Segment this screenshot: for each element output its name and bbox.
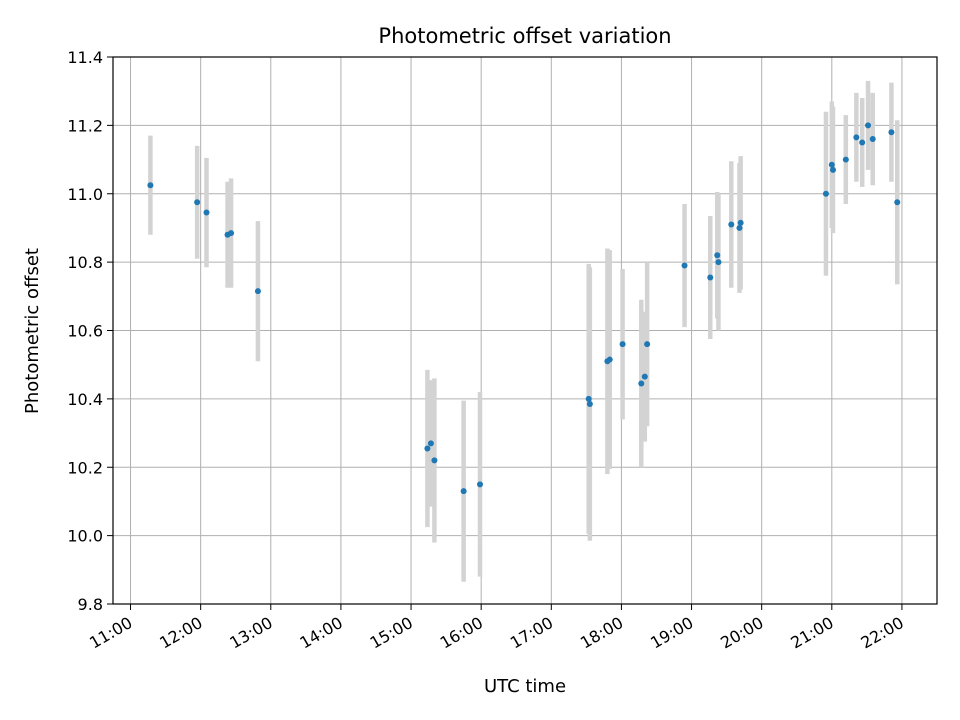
data-point — [619, 341, 626, 348]
data-points — [147, 122, 901, 495]
data-point — [681, 262, 688, 269]
data-point — [888, 129, 895, 136]
data-point — [254, 288, 261, 295]
data-point — [586, 401, 593, 408]
data-point — [644, 341, 651, 348]
data-point — [424, 445, 431, 452]
data-point — [728, 221, 735, 228]
data-point — [641, 373, 648, 380]
data-point — [228, 230, 235, 237]
y-tick-label: 9.8 — [78, 595, 103, 614]
data-point — [585, 395, 592, 402]
data-point — [427, 440, 434, 447]
y-tick-label: 11.4 — [67, 48, 103, 67]
data-point — [869, 136, 876, 143]
y-tick-label: 11.0 — [67, 185, 103, 204]
chart-title: Photometric offset variation — [378, 24, 671, 48]
data-point — [829, 166, 836, 173]
y-tick-label: 10.8 — [67, 253, 103, 272]
data-point — [147, 182, 154, 189]
data-point — [203, 209, 210, 216]
data-point — [859, 139, 866, 146]
y-axis-label: Photometric offset — [22, 248, 43, 414]
plot-frame — [112, 56, 938, 605]
data-point — [736, 224, 743, 231]
data-point — [842, 156, 849, 163]
y-tick-label: 10.4 — [67, 390, 103, 409]
data-point — [715, 259, 722, 266]
y-tick-label: 10.0 — [67, 527, 103, 546]
data-point — [737, 219, 744, 226]
data-point — [865, 122, 872, 129]
data-point — [638, 380, 645, 387]
data-point — [714, 252, 721, 259]
data-point — [707, 274, 714, 281]
y-tick-label: 10.6 — [67, 322, 103, 341]
y-tick-label: 10.2 — [67, 458, 103, 477]
data-point — [431, 457, 438, 464]
data-point — [477, 481, 484, 488]
data-point — [828, 161, 835, 168]
data-point — [606, 356, 613, 363]
data-point — [894, 199, 901, 206]
data-point — [853, 134, 860, 141]
x-axis-label: UTC time — [484, 676, 566, 697]
data-point — [822, 190, 829, 197]
data-point — [194, 199, 201, 206]
data-point — [460, 488, 467, 495]
y-axis: 9.8 10.0 10.2 10.4 10.6 10.8 11.0 11.2 11.4 — [67, 48, 113, 614]
y-tick-label: 11.2 — [67, 116, 103, 135]
